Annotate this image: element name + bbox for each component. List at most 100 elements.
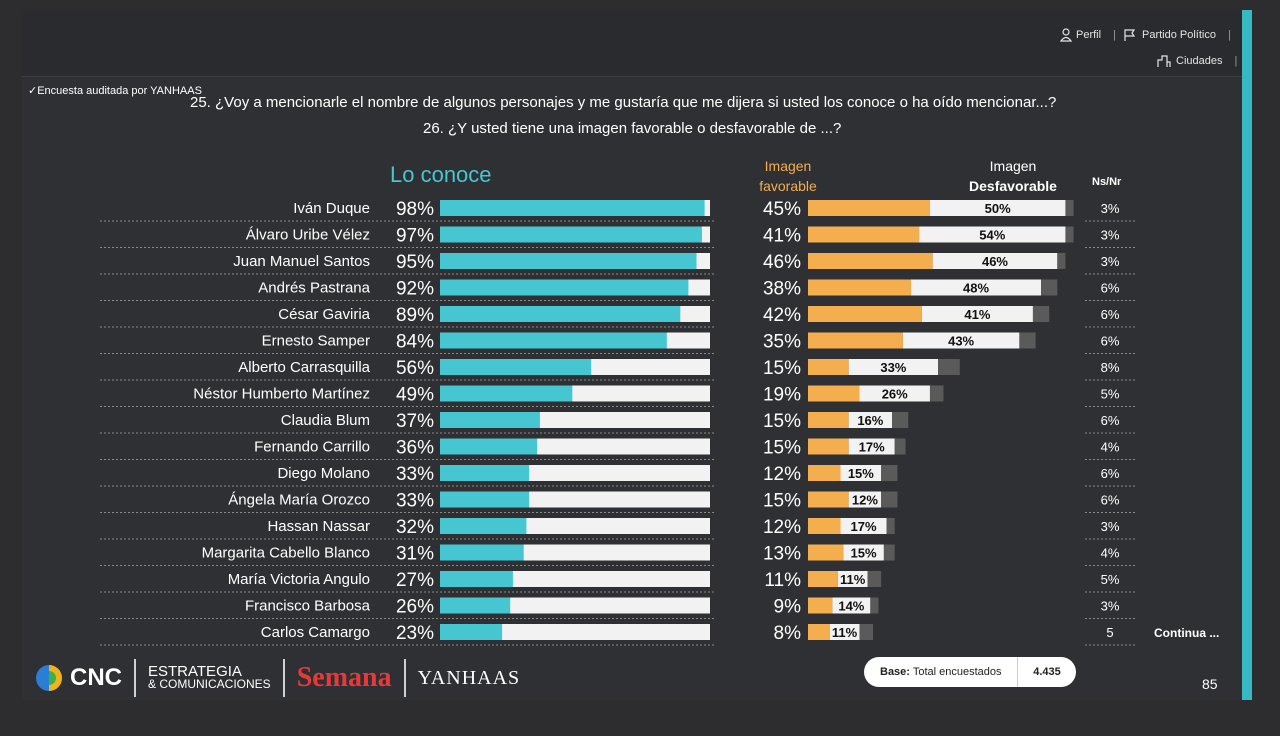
logo-divider	[282, 659, 285, 697]
unfavorable-bar	[848, 359, 939, 375]
known-bar	[440, 438, 538, 455]
known-value-label: 26%	[396, 597, 434, 618]
person-name-label: Francisco Barbosa	[245, 598, 371, 615]
person-name-label: Néstor Humberto Martínez	[193, 386, 370, 403]
person-name-label: César Gaviria	[278, 306, 370, 323]
nsnr-bar	[867, 571, 882, 587]
favorable-value-label: 19%	[763, 385, 801, 406]
favorable-bar	[808, 544, 844, 561]
nav-separator: |	[1234, 55, 1238, 67]
unfavorable-bar	[840, 518, 887, 534]
nsnr-value-label: 3%	[1101, 201, 1120, 216]
known-value-label: 32%	[396, 517, 434, 538]
person-icon	[1060, 28, 1072, 42]
known-value-label: 37%	[396, 411, 434, 432]
nsnr-bar	[938, 359, 960, 375]
unfavorable-value-label: 11%	[832, 625, 858, 640]
favorable-value-label: 46%	[763, 252, 801, 273]
favorable-bar	[808, 518, 841, 534]
unfavorable-value-label: 14%	[838, 599, 864, 614]
audit-note: ✓Encuesta auditada por YANHAAS	[28, 85, 202, 97]
logo-divider	[134, 659, 136, 697]
favorable-value-label: 8%	[774, 623, 802, 644]
favorable-value-label: 11%	[764, 570, 801, 591]
unfavorable-value-label: 17%	[851, 519, 877, 534]
nsnr-bar	[859, 624, 874, 640]
unfavorable-bar	[829, 624, 860, 640]
nsnr-bar	[892, 412, 909, 428]
known-bar	[440, 518, 527, 534]
nav-separator: |	[1227, 29, 1231, 41]
known-bar	[440, 226, 702, 243]
unfavorable-bar	[832, 597, 871, 614]
unfavorable-value-label: 16%	[857, 413, 883, 428]
nsnr-bar	[894, 438, 906, 455]
favorable-value-label: 15%	[763, 411, 801, 432]
nav-perfil[interactable]: Perfil |	[1060, 28, 1116, 42]
unfavorable-bar	[848, 491, 882, 508]
favorable-bar	[808, 571, 838, 587]
accent-strip	[1242, 10, 1252, 700]
unfavorable-bar	[848, 438, 895, 455]
nsnr-bar	[1065, 200, 1074, 216]
base-label-bold: Base:	[880, 666, 910, 678]
unfavorable-bar	[859, 385, 930, 402]
known-bar	[440, 412, 540, 428]
unfavorable-bar	[932, 253, 1058, 269]
nsnr-bar	[881, 465, 898, 481]
nsnr-bar	[1032, 306, 1050, 322]
semana-logo: Semana	[296, 662, 392, 693]
person-name-label: Claudia Blum	[281, 412, 370, 429]
nav-ciudades[interactable]: Ciudades |	[1156, 54, 1237, 68]
nsnr-bar	[883, 544, 895, 561]
favorable-value-label: 9%	[774, 597, 802, 618]
known-value-label: 56%	[396, 358, 434, 379]
unfavorable-value-label: 46%	[982, 254, 1008, 269]
nav-separator: |	[1113, 29, 1116, 41]
known-bar	[440, 385, 573, 402]
known-value-label: 98%	[396, 199, 434, 220]
unfavorable-bar	[910, 279, 1042, 296]
unfavorable-bar	[919, 226, 1066, 243]
nsnr-value-label: 5%	[1101, 387, 1120, 402]
base-label-text: Total encuestados	[912, 666, 1002, 678]
cnc-emblem-icon	[36, 665, 62, 691]
header-unfavorable-line2: Desfavorable	[969, 178, 1057, 194]
person-name-label: Hassan Nassar	[267, 518, 370, 535]
person-name-label: María Victoria Angulo	[228, 571, 370, 588]
estrategia-logo: ESTRATEGIA & COMUNICACIONES	[148, 664, 271, 691]
nsnr-value-label: 4%	[1101, 440, 1120, 455]
known-bar	[440, 491, 530, 508]
nsnr-value-label: 4%	[1101, 546, 1120, 561]
favorable-value-label: 42%	[763, 305, 801, 326]
nsnr-bar	[1065, 226, 1074, 243]
base-value: 4.435	[1017, 657, 1076, 687]
unfavorable-bar	[837, 571, 868, 587]
favorable-bar	[808, 385, 860, 402]
known-bar	[440, 465, 530, 481]
unfavorable-value-label: 26%	[882, 387, 908, 402]
nav-partido[interactable]: Partido Político |	[1122, 28, 1231, 42]
city-icon	[1157, 55, 1171, 67]
favorable-bar	[808, 279, 911, 296]
person-name-label: Juan Manuel Santos	[233, 253, 370, 270]
known-bar	[440, 279, 689, 296]
known-value-label: 92%	[396, 279, 434, 300]
known-bar	[440, 332, 667, 349]
favorable-bar	[808, 412, 849, 428]
favorable-value-label: 12%	[763, 464, 801, 485]
cnc-logo: CNC	[34, 663, 122, 693]
unfavorable-bar	[840, 465, 882, 481]
nsnr-bar	[1019, 332, 1036, 349]
known-value-label: 36%	[396, 438, 434, 459]
nsnr-bar	[886, 518, 895, 534]
favorable-bar	[808, 465, 841, 481]
nsnr-value-label: 6%	[1101, 334, 1120, 349]
question-25: 25. ¿Voy a mencionarle el nombre de algu…	[190, 94, 1057, 111]
estrategia-logo-line2: & COMUNICACIONES	[148, 677, 271, 691]
unfavorable-value-label: 50%	[985, 201, 1011, 216]
continua-link[interactable]: Continua ...	[1154, 626, 1220, 640]
person-name-label: Margarita Cabello Blanco	[202, 545, 370, 562]
header-unfavorable-line1: Imagen	[989, 158, 1037, 174]
favorable-bar	[808, 438, 849, 455]
